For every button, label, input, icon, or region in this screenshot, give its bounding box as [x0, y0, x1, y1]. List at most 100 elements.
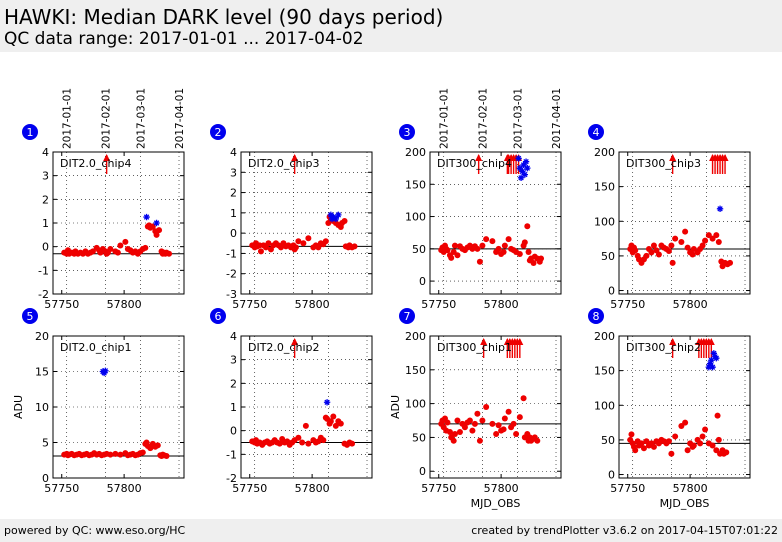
series-label: DIT300_chip4 — [437, 157, 512, 170]
outlier-star-point — [706, 360, 714, 367]
data-point — [320, 437, 327, 444]
data-point — [142, 244, 149, 251]
panel-number-label: 7 — [404, 310, 411, 323]
data-point — [469, 427, 476, 434]
panel-number-badge — [22, 308, 38, 324]
y-tick-label: 150 — [594, 365, 615, 378]
data-point — [723, 449, 730, 456]
data-point — [520, 395, 527, 402]
data-point — [444, 419, 451, 426]
x-tick-label: 57750 — [44, 298, 79, 311]
data-point — [295, 238, 302, 245]
data-point — [524, 223, 531, 230]
out-of-range-arrow-head — [480, 338, 488, 345]
data-point — [632, 247, 639, 254]
date-label: 2017-02-01 — [100, 88, 112, 149]
y-axis-label: ADU — [12, 395, 25, 419]
data-point — [461, 424, 468, 431]
data-point — [632, 447, 639, 454]
data-point — [715, 436, 722, 443]
data-point — [89, 248, 96, 255]
data-point — [521, 239, 528, 246]
data-point — [456, 429, 463, 436]
y-tick-label: 0 — [42, 472, 49, 485]
plot-frame — [429, 151, 562, 295]
x-tick-label: 57750 — [232, 298, 267, 311]
data-point — [534, 437, 541, 444]
panel-number-label: 1 — [27, 126, 34, 139]
page-subtitle: QC data range: 2017-01-01 ... 2017-04-02 — [4, 29, 364, 49]
panel-number-label: 5 — [27, 310, 34, 323]
y-tick-label: -1 — [38, 264, 49, 277]
data-point — [690, 442, 697, 449]
y-tick-label: 3 — [42, 170, 49, 183]
y-tick-label: 2 — [42, 193, 49, 206]
data-point — [689, 251, 696, 258]
outlier-star-point — [327, 211, 335, 219]
outlier-star-point — [519, 168, 526, 175]
data-point — [489, 420, 496, 427]
y-tick-label: 150 — [405, 178, 426, 191]
y-tick-label: 150 — [594, 181, 615, 194]
data-point — [702, 426, 709, 433]
out-of-range-arrow-head — [721, 154, 729, 161]
data-point — [156, 227, 163, 234]
data-point — [668, 242, 675, 249]
x-tick-label: 57750 — [232, 482, 267, 495]
y-tick-label: 1 — [230, 207, 237, 220]
date-label: 2017-04-01 — [174, 88, 186, 149]
footer-bar: powered by QC: www.eso.org/HC created by… — [0, 519, 782, 542]
x-tick-label: 57750 — [44, 482, 79, 495]
x-axis-label: MJD_OBS — [471, 497, 521, 510]
out-of-range-arrow-head — [516, 338, 524, 345]
outlier-star-point — [332, 215, 340, 223]
plot-frame — [429, 335, 562, 479]
panel-number-badge — [210, 124, 226, 140]
x-tick-label: 57800 — [673, 482, 708, 495]
data-point — [265, 240, 272, 247]
chart-panel-3: 200 150 100 50 0 57750 57800 DIT300_chip4 3 2017-… — [399, 88, 563, 311]
outlier-star-point — [330, 213, 337, 221]
x-tick-label: 57800 — [295, 298, 330, 311]
plot-area — [430, 152, 561, 294]
outlier-star-point — [710, 350, 718, 357]
data-point — [448, 254, 455, 261]
panel-number-badge — [210, 308, 226, 324]
data-point — [682, 228, 689, 235]
data-point — [510, 420, 517, 427]
x-tick-label: 57750 — [421, 298, 456, 311]
data-point — [678, 239, 685, 246]
data-point — [650, 242, 657, 249]
y-tick-label: 2 — [230, 377, 237, 390]
outlier-star-point — [716, 205, 724, 212]
outlier-star-point — [153, 219, 160, 227]
y-tick-label: 0 — [230, 227, 237, 240]
data-point — [107, 451, 114, 458]
panel-number-label: 4 — [593, 126, 600, 139]
data-point — [648, 249, 655, 256]
data-point — [669, 259, 676, 266]
outlier-star-point — [705, 363, 713, 371]
y-tick-label: 2 — [230, 187, 237, 200]
y-tick-label: -2 — [226, 472, 237, 485]
data-point — [495, 245, 502, 252]
y-tick-label: 0 — [608, 285, 615, 298]
data-point — [500, 249, 507, 256]
y-tick-label: 1 — [230, 401, 237, 414]
y-tick-label: 200 — [405, 330, 426, 343]
data-point — [153, 231, 160, 238]
data-point — [276, 440, 283, 447]
plot-area — [53, 152, 184, 294]
data-point — [349, 440, 356, 447]
data-point — [154, 442, 161, 449]
data-point — [682, 419, 689, 426]
y-tick-label: 1 — [42, 217, 49, 230]
x-tick-label: 57800 — [295, 482, 330, 495]
data-point — [479, 242, 486, 249]
y-tick-label: 0 — [230, 425, 237, 438]
out-of-range-arrow-head — [707, 338, 715, 345]
data-point — [672, 235, 679, 242]
y-tick-label: 10 — [35, 401, 49, 414]
y-tick-label: 15 — [35, 366, 49, 379]
y-tick-label: 0 — [42, 241, 49, 254]
